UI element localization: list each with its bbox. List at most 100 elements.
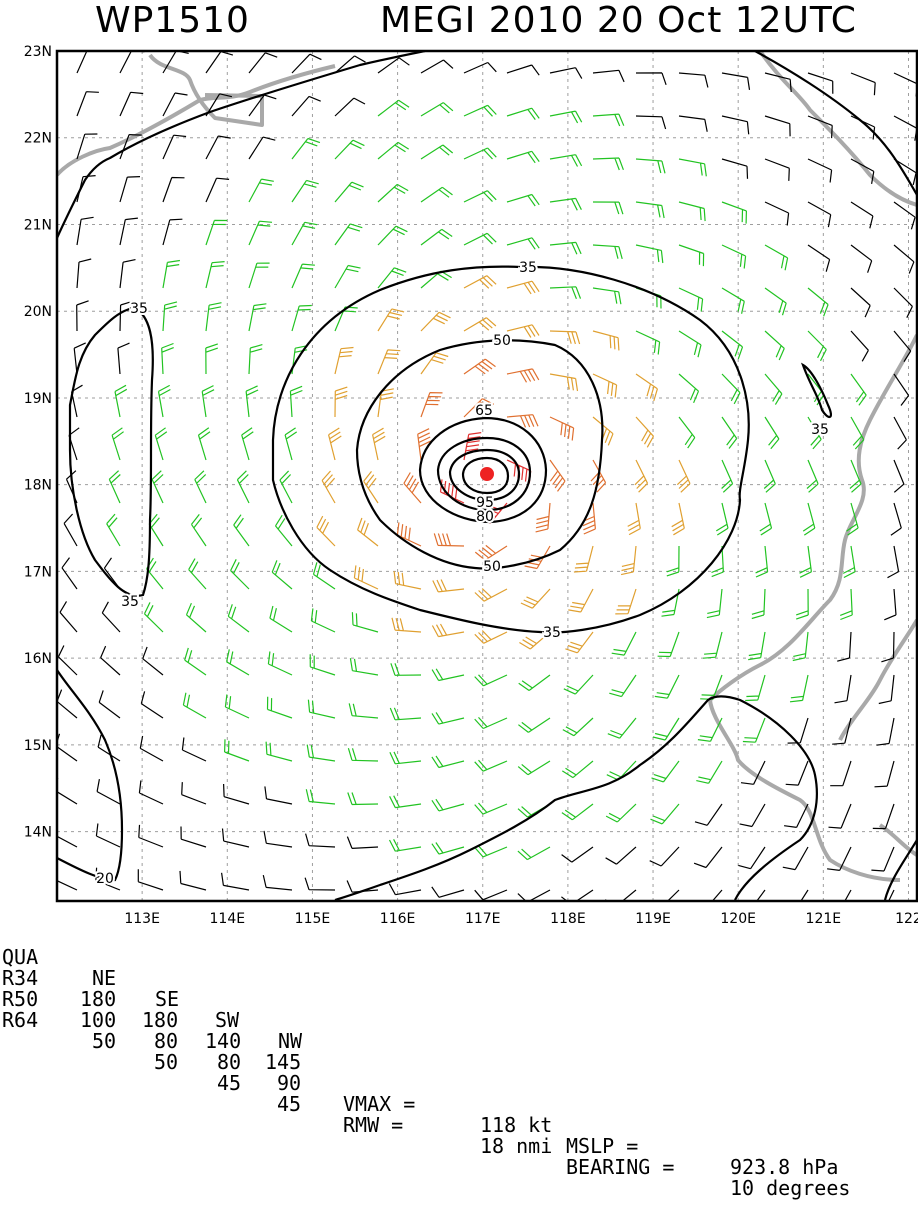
wind-barb (893, 416, 907, 450)
wind-barb (549, 286, 582, 300)
wind-barb (784, 803, 809, 828)
wind-barb (651, 760, 680, 783)
wind-barb (506, 280, 540, 295)
wind-barb (463, 232, 497, 246)
wind-barb (666, 545, 680, 577)
wind-barb (76, 258, 92, 289)
wind-barb (73, 342, 86, 375)
vmax-value: 118 kt (480, 1113, 553, 1137)
wind-barb (76, 91, 99, 117)
wind-barb (789, 674, 809, 703)
wind-barb (181, 782, 207, 805)
wind-barb (377, 308, 405, 332)
wind-barb (265, 741, 293, 762)
wind-barb (388, 883, 422, 896)
r64-ne: 50 (92, 1029, 117, 1053)
wind-barb (396, 522, 422, 547)
wind-barb (119, 176, 141, 203)
storm-stats-panel: QUA NE SE SW NW R34 180 180 140 145 R50 … (0, 926, 918, 1199)
wind-barb (312, 562, 336, 590)
contour-80a (436, 436, 532, 512)
contour-35-main (271, 265, 750, 634)
wind-barb (334, 181, 364, 203)
contour-label: 35 (519, 260, 537, 276)
wind-barb (850, 373, 867, 406)
wind-barb (388, 839, 422, 852)
wind-barb (751, 588, 766, 620)
wind-barb (611, 631, 637, 656)
lon-tick-label: 118E (550, 911, 586, 926)
wind-barb (764, 287, 787, 316)
wind-barb (76, 216, 94, 246)
bearing-label: BEARING = (566, 1155, 675, 1179)
lon-tick-label: 115E (295, 911, 331, 926)
wind-barb (95, 867, 121, 891)
wind-barb (592, 201, 624, 215)
wind-barb (693, 846, 723, 869)
lat-tick-label: 16N (24, 651, 52, 667)
se-header: SE (155, 987, 180, 1011)
contour-label: 80 (476, 509, 494, 525)
wind-barb (119, 259, 136, 289)
wind-barb (561, 760, 594, 779)
wind-barb (604, 889, 637, 901)
wind-barb (377, 267, 407, 289)
map-frame (55, 49, 918, 903)
wind-barb (721, 158, 749, 179)
r50-sw: 80 (217, 1050, 242, 1074)
wind-barb (137, 869, 164, 891)
contour-35-west (68, 306, 154, 597)
wind-barb (678, 201, 706, 222)
wind-barb (850, 201, 874, 229)
wind-barb (694, 803, 723, 826)
wind-barb (893, 244, 915, 274)
wind-barb (592, 373, 618, 398)
wind-barb (878, 674, 895, 705)
wind-barb (562, 717, 594, 737)
wind-barb (592, 244, 623, 260)
wind-barb (592, 330, 620, 351)
wind-barb (850, 115, 876, 140)
wind-barb (391, 617, 422, 633)
wind-barb (696, 760, 723, 784)
wind-barb (832, 717, 852, 745)
wind-barb (420, 228, 453, 246)
wind-barb (549, 416, 575, 441)
wind-barb (876, 717, 895, 746)
wind-barb (334, 264, 361, 289)
wind-barb (506, 193, 540, 207)
lat-tick-label: 14N (24, 825, 52, 841)
wind-barb (420, 144, 454, 160)
wind-barb (348, 703, 379, 719)
lat-tick-label: 17N (24, 564, 52, 580)
wind-barb (721, 201, 747, 224)
wind-barb (334, 55, 366, 74)
contour-label: 35 (811, 422, 829, 438)
wind-barb (61, 557, 78, 590)
wind-barb (506, 237, 540, 250)
wind-barb (506, 150, 540, 164)
wind-barb (721, 416, 738, 449)
wind-barb (549, 110, 583, 124)
coast-china-south (57, 64, 336, 177)
wind-barb (431, 886, 465, 898)
wind-barb (389, 795, 422, 809)
wind-barb (573, 545, 594, 573)
contour-65 (418, 416, 548, 524)
wind-barb (828, 803, 852, 829)
wind-barb (721, 115, 750, 135)
wind-barb (182, 692, 207, 719)
wind-barb (463, 398, 494, 418)
wind-barb (279, 470, 293, 504)
wind-barb (520, 588, 551, 609)
wind-barb (474, 845, 508, 858)
wind-barb (248, 220, 273, 246)
r34-ne: 180 (80, 987, 117, 1011)
wind-barb (890, 502, 902, 536)
wind-barb (271, 560, 293, 590)
wind-barb (721, 330, 744, 360)
wind-barb (57, 645, 78, 676)
wind-barb (678, 373, 700, 404)
wind-barb (417, 428, 431, 461)
lon-tick-label: 116E (380, 911, 416, 926)
